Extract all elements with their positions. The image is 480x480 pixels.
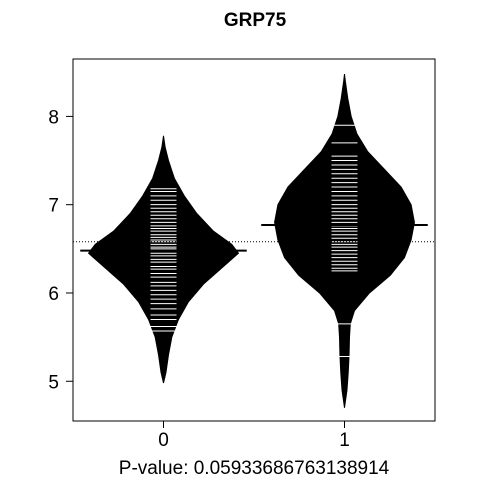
x-tick-label-1: 1	[339, 430, 350, 451]
chart-title: GRP75	[224, 10, 287, 31]
x-tick-label-0: 0	[158, 430, 169, 451]
bean-1	[275, 74, 415, 408]
y-tick-label-5: 5	[48, 372, 59, 393]
y-tick-label-7: 7	[48, 196, 59, 217]
x-axis-label: P-value: 0.05933686763138914	[119, 458, 390, 479]
y-tick-label-8: 8	[48, 107, 59, 128]
y-tick-label-6: 6	[48, 284, 59, 305]
plot-layer: 5 6 7 8 0 1	[48, 74, 435, 451]
